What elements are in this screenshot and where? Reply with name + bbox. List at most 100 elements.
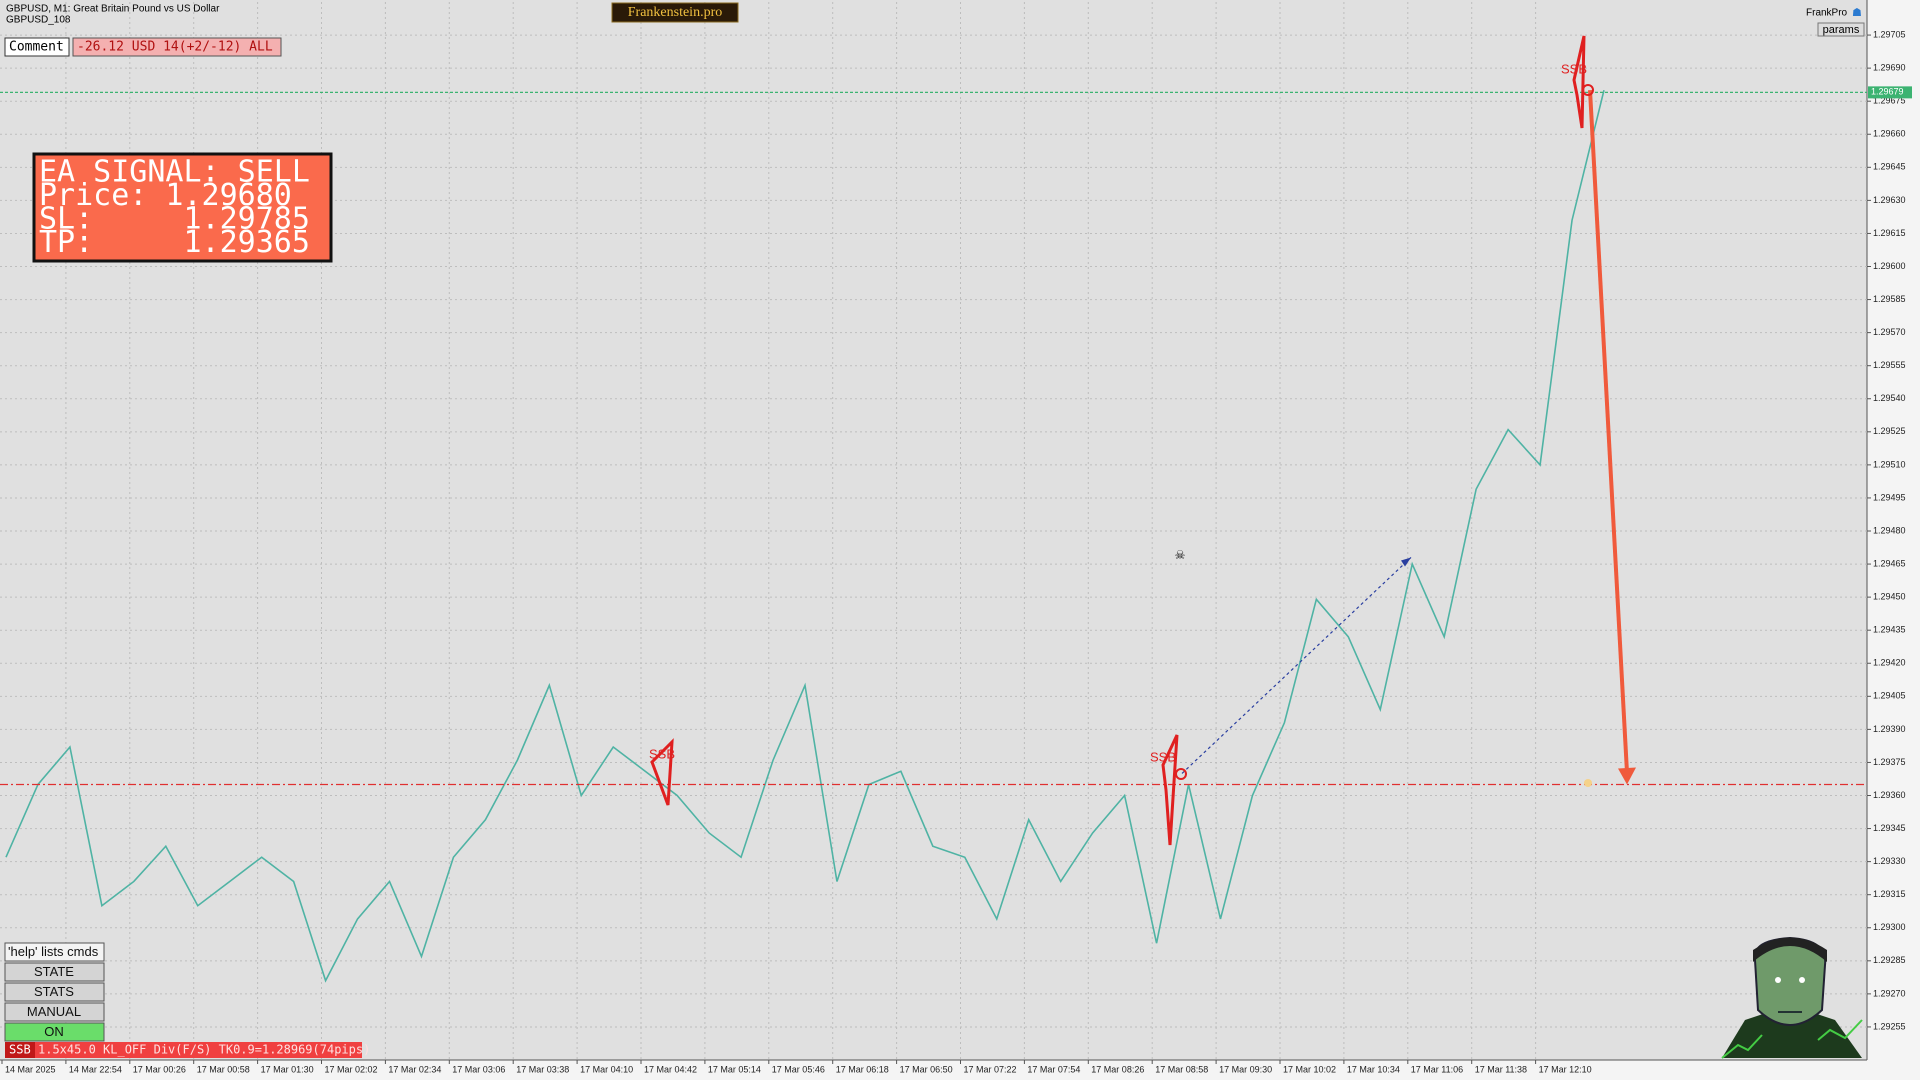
x-tick-label: 17 Mar 07:22: [964, 1064, 1017, 1074]
x-tick-label: 17 Mar 05:46: [772, 1064, 825, 1074]
brand-box: [611, 2, 739, 23]
y-tick-label: 1.29705: [1873, 29, 1906, 39]
price-line: [5, 89, 1605, 983]
y-tick-label: 1.29510: [1873, 459, 1906, 469]
skull-icon: ☠: [1175, 548, 1186, 562]
ssb-label: SSB: [1150, 749, 1176, 764]
y-tick-label: 1.29630: [1873, 195, 1906, 205]
x-tick-label: 17 Mar 06:18: [836, 1064, 889, 1074]
y-tick-label: 1.29345: [1873, 823, 1906, 833]
y-tick-label: 1.29360: [1873, 790, 1906, 800]
y-tick-label: 1.29465: [1873, 558, 1906, 568]
y-tick-label: 1.29600: [1873, 261, 1906, 271]
button-label[interactable]: STATE: [34, 964, 74, 979]
button-label[interactable]: STATS: [34, 984, 74, 999]
entry-marker: [1582, 84, 1594, 96]
ssb-shape: [1572, 35, 1586, 129]
ssb-label: SSB: [649, 746, 675, 761]
x-tick-label: 17 Mar 10:34: [1347, 1064, 1400, 1074]
y-tick-label: 1.29540: [1873, 393, 1906, 403]
signal-line: Price: 1.29680: [39, 178, 292, 213]
y-tick-label: 1.29480: [1873, 525, 1906, 535]
x-tick-label: 17 Mar 10:02: [1283, 1064, 1336, 1074]
y-tick-label: 1.29585: [1873, 294, 1906, 304]
y-tick-label: 1.29420: [1873, 658, 1906, 668]
status-tag-box: [5, 1042, 35, 1058]
status-bar: [5, 1042, 362, 1058]
price-tag: 1.29679: [1871, 87, 1904, 97]
y-tick-label: 1.29660: [1873, 129, 1906, 139]
button-label[interactable]: ON: [44, 1024, 64, 1039]
button-bg[interactable]: [4, 982, 105, 1002]
signal-box: [32, 152, 333, 263]
y-tick-label: 1.29315: [1873, 889, 1906, 899]
user: FrankPro: [1806, 8, 1848, 19]
mascot: [1721, 936, 1863, 1059]
plot: 1.29679: [0, 86, 1912, 983]
y-tick-label: 1.29405: [1873, 691, 1906, 701]
x-tick-label: 17 Mar 00:58: [197, 1064, 250, 1074]
symbol-info: GBPUSD, M1: Great Britain Pound vs US Do…: [6, 4, 220, 15]
status-text: 1.5x45.0 KL_OFF Div(F/S) TK0.9=1.28969(7…: [38, 1043, 370, 1057]
x-tick-label: 17 Mar 04:10: [580, 1064, 633, 1074]
x-tick-label: 17 Mar 00:26: [133, 1064, 186, 1074]
time-axis-bg: [0, 1060, 1920, 1080]
x-tick-label: 17 Mar 05:14: [708, 1064, 761, 1074]
signal-line: EA SIGNAL: SELL: [39, 155, 310, 190]
button-bg[interactable]: [4, 1022, 105, 1042]
ssb-shape: [1161, 734, 1179, 846]
buttons: 'help' lists cmds STATE STATS MANUAL ON: [4, 942, 105, 1042]
signal-line: SL: 1.29785: [39, 202, 310, 237]
ssb-shape: [650, 738, 674, 806]
x-tick-label: 17 Mar 08:26: [1091, 1064, 1144, 1074]
brand: Frankenstein.pro: [628, 5, 722, 20]
ssb-label: SSB: [1561, 61, 1587, 76]
x-tick-label: 17 Mar 08:58: [1155, 1064, 1208, 1074]
y-tick-label: 1.29690: [1873, 63, 1906, 73]
params-button[interactable]: [1817, 22, 1865, 37]
button-bg[interactable]: [4, 962, 105, 982]
trade-line: [1181, 557, 1412, 774]
entry-marker: [1175, 768, 1187, 780]
y-tick-label: 1.29525: [1873, 426, 1906, 436]
y-tick-label: 1.29645: [1873, 162, 1906, 172]
y-tick-label: 1.29375: [1873, 757, 1906, 767]
x-tick-label: 17 Mar 06:50: [900, 1064, 953, 1074]
x-tick-label: 17 Mar 11:38: [1475, 1064, 1527, 1074]
trade-head: [1401, 557, 1411, 567]
y-tick-label: 1.29390: [1873, 724, 1906, 734]
y-tick-label: 1.29495: [1873, 492, 1906, 502]
status-tag: SSB: [9, 1043, 31, 1057]
y-tick-label: 1.29255: [1873, 1021, 1906, 1031]
y-tick-label: 1.29435: [1873, 625, 1906, 635]
x-tick-label: 17 Mar 04:42: [644, 1064, 697, 1074]
signal-arrow-head: [1618, 767, 1636, 785]
account-info: GBPUSD_108: [6, 15, 71, 26]
signal-line: TP: 1.29365: [39, 225, 310, 260]
y-tick-label: 1.29675: [1873, 96, 1906, 106]
comment-box: [72, 37, 282, 57]
x-tick-label: 17 Mar 03:06: [452, 1064, 505, 1074]
y-tick-label: 1.29450: [1873, 592, 1906, 602]
comment-label-box: [4, 37, 70, 57]
x-tick-label: 17 Mar 12:10: [1539, 1064, 1592, 1074]
button-label[interactable]: MANUAL: [27, 1004, 81, 1019]
y-tick-label: 1.29300: [1873, 922, 1906, 932]
params-label[interactable]: params: [1823, 24, 1860, 36]
help-text: 'help' lists cmds: [8, 944, 99, 959]
comment-text: -26.12 USD 14(+2/-12) ALL: [77, 40, 273, 55]
tp-marker: [1584, 779, 1592, 787]
price-axis-bg: [1867, 0, 1920, 1080]
y-tick-label: 1.29615: [1873, 228, 1906, 238]
x-tick-label: 17 Mar 01:30: [261, 1064, 314, 1074]
x-tick-label: 17 Mar 03:38: [516, 1064, 569, 1074]
x-tick-label: 17 Mar 02:34: [388, 1064, 441, 1074]
button-bg[interactable]: [4, 1002, 105, 1022]
x-tick-label: 14 Mar 2025: [5, 1064, 56, 1074]
comment-label: Comment: [9, 40, 64, 55]
button-bg: [4, 942, 105, 962]
y-tick-label: 1.29330: [1873, 856, 1906, 866]
